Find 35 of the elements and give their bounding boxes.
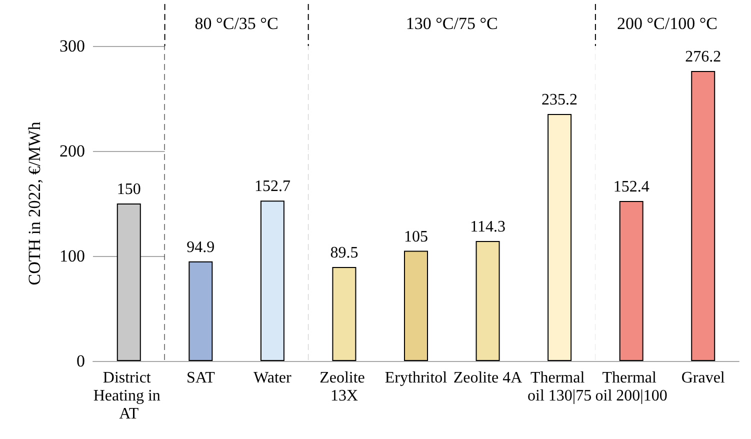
x-tick-label: Erythritol bbox=[384, 370, 448, 386]
y-tick-label: 300 bbox=[60, 36, 85, 56]
y-axis-title: COTH in 2022, €/MWh bbox=[25, 121, 44, 286]
x-tick-label: Zeolite 4A bbox=[453, 370, 523, 386]
bar bbox=[404, 250, 428, 361]
x-tick-label: Zeolite 13X bbox=[320, 370, 369, 404]
y-tick-label: 100 bbox=[60, 246, 85, 266]
data-label: 152.7 bbox=[254, 178, 290, 196]
bar bbox=[548, 114, 572, 361]
bar bbox=[619, 200, 644, 361]
data-label: 235.2 bbox=[542, 92, 578, 109]
data-label: 89.5 bbox=[330, 244, 358, 262]
bar bbox=[691, 70, 716, 361]
band-label: 130 °C/75 °C bbox=[406, 14, 498, 33]
x-tick-label: SAT bbox=[186, 370, 216, 386]
bar bbox=[188, 261, 213, 361]
bar bbox=[476, 240, 500, 361]
bar bbox=[116, 204, 141, 361]
y-tick-label: 200 bbox=[60, 142, 85, 160]
band-label: 80 °C/35 °C bbox=[194, 14, 278, 33]
band-label: 200 °C/100 °C bbox=[616, 14, 718, 33]
bar bbox=[332, 267, 356, 361]
x-tick-label: Water bbox=[254, 370, 292, 386]
x-tick-label: Thermal oil 200|100 bbox=[595, 370, 668, 404]
x-tick-label: Thermal oil 130|75 bbox=[528, 370, 592, 404]
data-label: 105 bbox=[404, 228, 428, 246]
x-tick-label: District Heating in AT bbox=[93, 370, 164, 422]
data-label: 94.9 bbox=[186, 238, 215, 256]
data-label: 276.2 bbox=[685, 48, 722, 66]
data-label: 150 bbox=[116, 181, 141, 198]
data-label: 114.3 bbox=[470, 218, 506, 236]
x-tick-label: Gravel bbox=[681, 370, 726, 386]
data-label: 152.4 bbox=[613, 178, 650, 196]
bar bbox=[260, 200, 284, 361]
y-tick-label: 0 bbox=[76, 352, 85, 370]
